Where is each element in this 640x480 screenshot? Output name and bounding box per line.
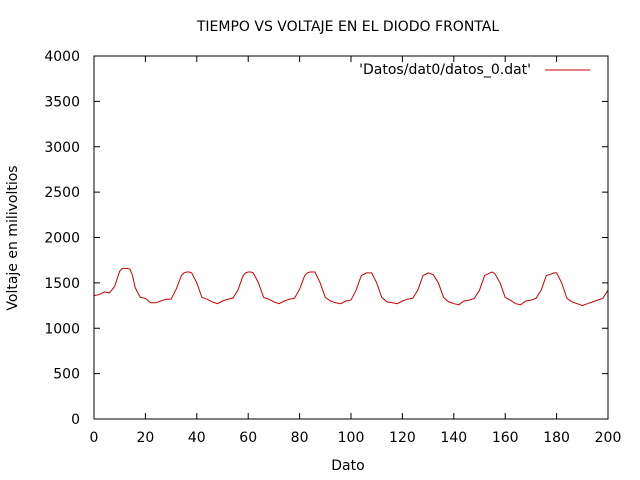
- x-tick-label: 40: [188, 430, 206, 446]
- series-line: [93, 267, 609, 307]
- y-tick-label: 4000: [44, 49, 80, 65]
- x-tick-label: 200: [595, 430, 622, 446]
- y-tick-label: 0: [71, 412, 80, 428]
- x-tick-label: 60: [239, 430, 257, 446]
- y-tick-label: 3500: [44, 94, 80, 110]
- axes: 0 20 40 60 80 100 120 140 160 180 2000500100015002…: [44, 49, 621, 446]
- x-tick-label: 140: [440, 430, 467, 446]
- series-group: [93, 267, 609, 307]
- x-axis-label: Dato: [331, 458, 364, 474]
- y-tick-label: 3000: [44, 140, 80, 156]
- y-tick-label: 1500: [44, 276, 80, 292]
- y-tick-label: 2000: [44, 231, 80, 247]
- x-tick-label: 20: [136, 430, 154, 446]
- y-tick-label: 2500: [44, 185, 80, 201]
- x-tick-label: 0: [90, 430, 99, 446]
- x-tick-label: 100: [338, 430, 365, 446]
- x-tick-label: 80: [291, 430, 309, 446]
- x-tick-label: 180: [543, 430, 570, 446]
- y-axis-label: Voltaje en milivoltios: [5, 165, 21, 310]
- x-tick-label: 120: [389, 430, 416, 446]
- y-tick-label: 500: [53, 367, 80, 383]
- chart-title: TIEMPO VS VOLTAJE EN EL DIODO FRONTAL: [196, 19, 499, 35]
- y-tick-label: 1000: [44, 321, 80, 337]
- legend: 'Datos/dat0/datos_0.dat': [359, 62, 590, 78]
- x-tick-label: 160: [492, 430, 519, 446]
- plot-frame: [93, 55, 609, 420]
- legend-label: 'Datos/dat0/datos_0.dat': [359, 62, 531, 78]
